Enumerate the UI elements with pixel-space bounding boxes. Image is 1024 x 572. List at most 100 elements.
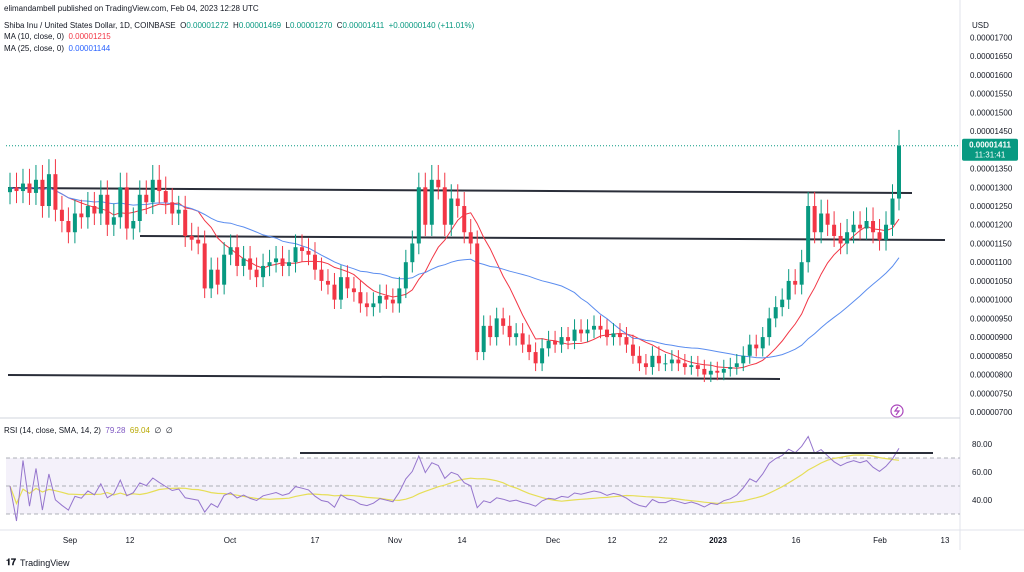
candle-body [760,337,765,349]
candle-body [864,221,869,229]
last-price-countdown: 11:31:41 [975,151,1006,160]
candle-body [228,247,233,255]
candle-body [468,232,473,244]
price-tick-label: 0.00000900 [970,333,1013,342]
tradingview-logo[interactable]: 𝟏𝟕 TradingView [6,557,70,568]
candle-body [611,333,616,338]
candle-body [111,217,116,225]
candle-body [689,365,694,368]
candle-body [176,209,181,214]
candle-body [728,367,733,369]
candle-body [33,179,38,193]
candle-body [520,333,525,345]
currency-label[interactable]: USD [972,21,989,30]
candle-body [838,235,843,244]
candle-body [663,363,668,365]
candle-body [604,329,609,338]
candle-body [79,213,84,218]
candle-body [131,221,136,229]
candle-body [85,206,90,218]
candle-body [721,368,726,373]
candle-body [747,344,752,356]
candle-body [98,194,103,214]
resistance-line [7,187,913,194]
publisher-line: elimandambell published on TradingView.c… [4,4,259,13]
candle-body [72,213,77,233]
candle-body [851,224,856,233]
candle-body [124,187,129,229]
rsi-legend[interactable]: RSI (14, close, SMA, 14, 2) 79.28 69.04 … [4,426,173,435]
candle-body [527,344,532,353]
candle-body [514,333,519,338]
ohlc-close: 0.00001411 [342,21,385,30]
price-tick-label: 0.00001000 [970,296,1013,305]
candle-body [494,318,499,338]
candle-body [416,187,421,244]
price-tick-label: 0.00001150 [970,239,1012,248]
candle-body [884,224,889,240]
candle-body [708,370,713,375]
candle-body [715,370,720,373]
candle-body [682,363,687,368]
last-price-badge [962,138,1018,161]
tradingview-logo-icon: 𝟏𝟕 [6,557,17,567]
candle-body [202,243,207,289]
rsi-sma-value: 69.04 [129,426,150,435]
ma10-legend[interactable]: MA (10, close, 0) 0.00001215 [4,32,111,41]
candle-body [351,288,356,293]
candle-body [786,280,791,300]
price-tick-label: 0.00000700 [970,408,1013,417]
time-tick-label: 17 [311,536,320,545]
candle-body [780,299,785,308]
candle-body [280,258,285,266]
candle-body [449,198,454,225]
ma10-line [9,186,900,369]
time-tick-label: 16 [792,536,801,545]
candle-body [650,355,655,368]
candle-body [312,254,317,270]
candle-body [183,209,188,236]
candle-body [293,247,298,263]
alert-icon [890,404,904,418]
price-tick-label: 0.00001700 [970,33,1013,42]
candle-body [40,179,45,207]
candle-body [890,198,895,225]
time-tick-label: Oct [224,536,237,545]
symbol-info: Shiba Inu / United States Dollar, 1D, CO… [4,21,475,30]
price-tick-label: 0.00000800 [970,371,1013,380]
candle-body [66,221,71,233]
price-tick-label: 0.00001300 [970,183,1013,192]
candle-body [92,206,97,214]
candle-body [507,325,512,338]
candle-body [799,262,804,285]
candle-body [533,352,538,364]
candle-body [676,359,681,364]
time-tick-label: 12 [126,536,135,545]
price-tick-label: 0.00001100 [970,258,1012,267]
candle-body [819,213,824,233]
candle-body [325,280,330,285]
candle-body [630,344,635,356]
candle-body [592,325,597,330]
rsi-ma-line [9,454,900,506]
candle-body [170,202,175,214]
candle-body [20,183,25,192]
time-tick-label: 14 [458,536,467,545]
support-line [7,374,781,380]
candle-body [410,243,415,263]
candle-body [105,194,110,225]
candle-body [241,258,246,266]
candle-body [338,277,343,300]
candle-body [825,213,830,225]
price-tick-label: 0.00001350 [970,165,1013,174]
candle-body [734,363,739,368]
candle-body [14,187,19,192]
ma25-legend[interactable]: MA (25, close, 0) 0.00001144 [4,44,111,53]
price-tick-label: 0.00001600 [970,71,1013,80]
candle-body [754,344,759,349]
candle-body [585,329,590,334]
price-tick-label: 0.00001550 [970,90,1013,99]
candle-body [235,247,240,266]
candle-body [546,340,551,349]
